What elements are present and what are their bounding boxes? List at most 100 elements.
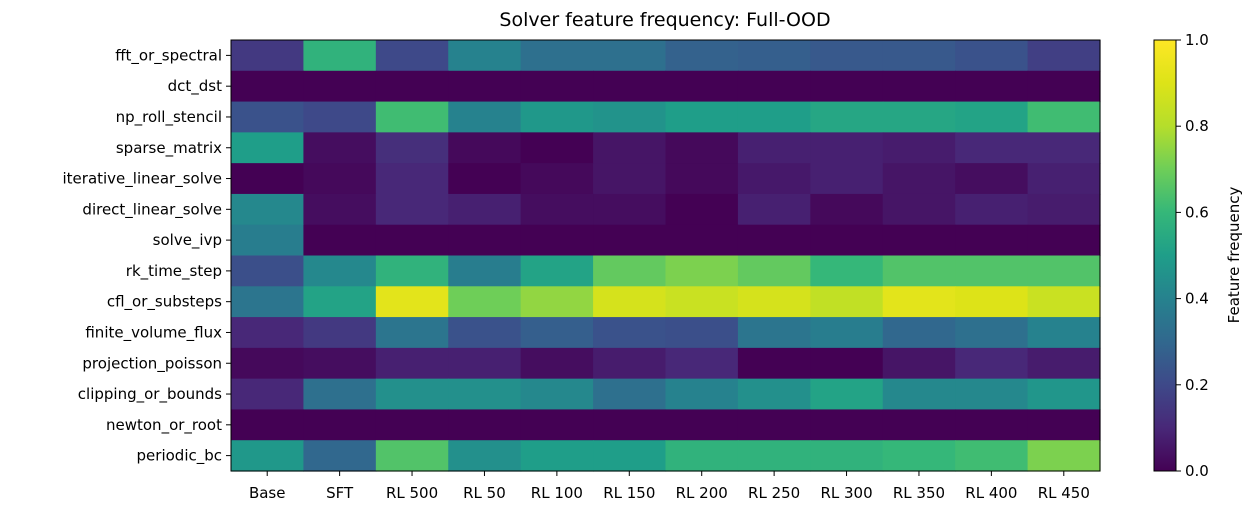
heatmap-cell	[448, 440, 522, 472]
heatmap-cell	[303, 347, 377, 380]
heatmap-cell	[303, 101, 377, 133]
heatmap-cell	[882, 193, 956, 226]
heatmap-cell	[231, 40, 305, 72]
heatmap-cell	[520, 101, 594, 133]
heatmap-cell	[303, 286, 377, 318]
heatmap-cell	[593, 224, 667, 257]
y-tick-label: finite_volume_flux	[85, 323, 222, 342]
heatmap-cell	[231, 70, 305, 103]
heatmap-cell	[520, 409, 594, 441]
heatmap-cell	[448, 409, 522, 441]
heatmap-cell	[375, 440, 449, 472]
heatmap-cell	[520, 40, 594, 72]
heatmap-cell	[810, 193, 884, 226]
heatmap-cell	[737, 317, 811, 349]
x-axis: Base SFT RL 500 RL 50 RL 100 RL 150 RL 200 RL 2…	[249, 471, 1090, 502]
heatmap-cell	[737, 193, 811, 226]
heatmap-cell	[1027, 347, 1101, 380]
heatmap-cell	[810, 347, 884, 380]
heatmap-cell	[231, 409, 305, 441]
heatmap-cell	[810, 163, 884, 195]
heatmap-cell	[737, 224, 811, 257]
heatmap-cell	[593, 409, 667, 441]
heatmap-cell	[955, 70, 1029, 103]
heatmap-cell	[448, 101, 522, 133]
heatmap-cell	[955, 286, 1029, 318]
heatmap-cell	[955, 409, 1029, 441]
heatmap-cell	[593, 70, 667, 103]
heatmap-cell	[231, 317, 305, 349]
x-tick-label: RL 100	[531, 484, 583, 502]
heatmap-cell	[231, 255, 305, 287]
heatmap-cell	[1027, 286, 1101, 318]
heatmap-cell	[665, 409, 739, 441]
heatmap-cell	[520, 255, 594, 287]
y-tick-label: dct_dst	[168, 77, 222, 96]
x-tick-label: RL 500	[386, 484, 438, 502]
heatmap-cell	[303, 378, 377, 411]
heatmap-cell	[593, 286, 667, 318]
heatmap-cell	[520, 317, 594, 349]
heatmap-cell	[737, 40, 811, 72]
x-tick-label: RL 350	[893, 484, 945, 502]
heatmap-cell	[737, 440, 811, 472]
heatmap-cell	[882, 163, 956, 195]
heatmap-cell	[1027, 193, 1101, 226]
heatmap-cell	[665, 440, 739, 472]
heatmap-cell	[231, 132, 305, 164]
heatmap-cell	[375, 224, 449, 257]
heatmap-cell	[1027, 132, 1101, 164]
heatmap-cell	[882, 224, 956, 257]
heatmap-cell	[1027, 378, 1101, 411]
y-tick-label: rk_time_step	[126, 262, 222, 281]
heatmap-cell	[520, 347, 594, 380]
x-tick-label: RL 150	[603, 484, 655, 502]
heatmap-cell	[665, 163, 739, 195]
heatmap-cell	[231, 440, 305, 472]
y-tick-label: clipping_or_bounds	[78, 385, 222, 404]
x-tick-label: Base	[249, 484, 286, 502]
heatmap-cell	[448, 132, 522, 164]
heatmap-cell	[665, 40, 739, 72]
heatmap-cell	[737, 347, 811, 380]
heatmap-cell	[303, 440, 377, 472]
heatmap-cell	[593, 132, 667, 164]
heatmap-cell	[955, 378, 1029, 411]
heatmap-cell	[593, 378, 667, 411]
heatmap-cell	[737, 409, 811, 441]
heatmap-cell	[303, 70, 377, 103]
y-tick-label: projection_poisson	[82, 354, 222, 373]
heatmap-cell	[955, 40, 1029, 72]
heatmap-cell	[882, 378, 956, 411]
heatmap-cell	[810, 132, 884, 164]
heatmap-cell	[303, 132, 377, 164]
heatmap-cell	[375, 132, 449, 164]
x-tick-label: RL 300	[820, 484, 872, 502]
heatmap-cell	[955, 347, 1029, 380]
heatmap-cell	[448, 224, 522, 257]
heatmap-cell	[520, 286, 594, 318]
heatmap-cell	[737, 70, 811, 103]
heatmap-cell	[810, 101, 884, 133]
heatmap-cell	[231, 286, 305, 318]
heatmap-cell	[1027, 409, 1101, 441]
y-tick-label: newton_or_root	[106, 416, 222, 435]
heatmap-cell	[1027, 255, 1101, 287]
heatmap-cell	[593, 317, 667, 349]
chart-title: Solver feature frequency: Full-OOD	[499, 9, 830, 31]
heatmap-cell	[665, 101, 739, 133]
heatmap-cell	[375, 347, 449, 380]
heatmap-cell	[810, 40, 884, 72]
x-tick-label: SFT	[326, 484, 354, 502]
heatmap-cell	[448, 163, 522, 195]
x-tick-label: RL 250	[748, 484, 800, 502]
heatmap-cell	[955, 101, 1029, 133]
heatmap-cell	[520, 224, 594, 257]
heatmap-cell	[882, 286, 956, 318]
heatmap-cell	[375, 163, 449, 195]
y-tick-label: sparse_matrix	[116, 139, 222, 158]
heatmap-cell	[665, 255, 739, 287]
heatmap-cell	[665, 224, 739, 257]
heatmap-cell	[375, 317, 449, 349]
heatmap-cell	[1027, 163, 1101, 195]
